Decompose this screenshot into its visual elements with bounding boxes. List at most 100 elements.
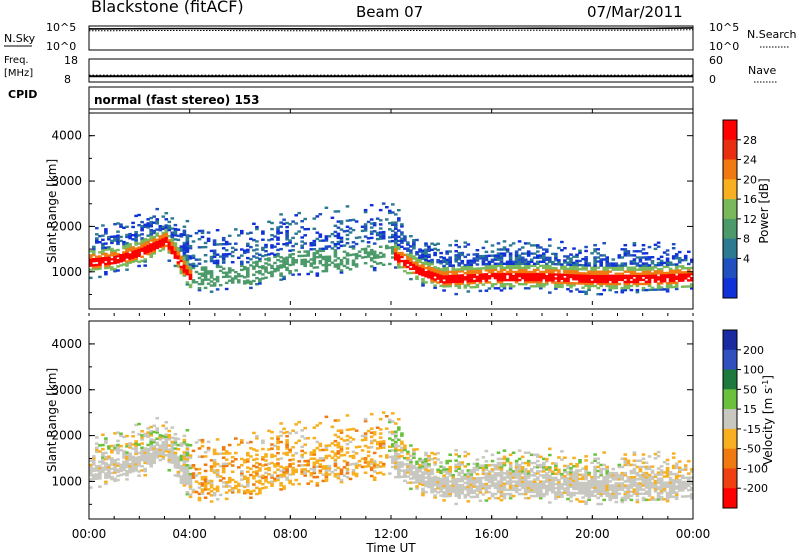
power-cell: [282, 218, 286, 221]
power-cell: [170, 233, 175, 236]
velocity-cell: [460, 483, 465, 487]
velocity-cell: [104, 474, 108, 477]
velocity-cell: [276, 474, 280, 478]
velocity-cell: [209, 490, 214, 493]
power-cell: [593, 284, 597, 288]
power-cell: [149, 233, 153, 236]
velocity-cell: [617, 492, 622, 495]
velocity-cell: [98, 460, 102, 464]
power-cell: [336, 236, 341, 240]
velocity-cell: [590, 476, 594, 479]
power-cell: [463, 263, 468, 267]
velocity-cell: [185, 455, 190, 459]
velocity-cell: [469, 475, 474, 478]
velocity-cell: [548, 488, 552, 492]
power-cell: [472, 269, 477, 272]
power-cell: [665, 275, 670, 279]
velocity-cell: [632, 453, 637, 456]
velocity-cell: [478, 476, 483, 480]
velocity-cell: [436, 480, 440, 484]
power-cell: [581, 286, 585, 289]
velocity-cell: [484, 484, 489, 488]
velocity-cell: [523, 478, 528, 481]
power-cell: [487, 254, 492, 257]
power-cell: [122, 259, 126, 262]
power-cell: [617, 282, 622, 286]
velocity-cell: [191, 466, 196, 469]
power-cell: [155, 246, 159, 250]
power-cell: [415, 269, 419, 272]
power-cell: [671, 281, 676, 285]
power-cell: [532, 270, 537, 274]
power-cell: [584, 260, 588, 263]
velocity-cell: [394, 455, 398, 458]
velocity-colorbar-swatch: [723, 369, 737, 390]
velocity-cell: [560, 483, 564, 486]
power-cell: [608, 266, 612, 269]
power-cell: [351, 259, 356, 262]
velocity-cell: [167, 450, 172, 453]
power-cell: [620, 274, 625, 277]
power-cell: [173, 252, 178, 255]
velocity-cell: [481, 487, 486, 490]
velocity-cell: [363, 465, 368, 468]
power-cell: [445, 276, 449, 280]
power-cell: [463, 284, 468, 287]
power-cell: [221, 247, 226, 250]
power-cell: [620, 286, 625, 290]
velocity-cell: [378, 440, 383, 444]
power-cell: [641, 288, 646, 292]
power-cell: [520, 266, 525, 270]
velocity-cell: [493, 496, 498, 500]
power-cell: [339, 269, 344, 272]
velocity-cell: [270, 484, 274, 487]
power-cell: [514, 256, 519, 259]
velocity-cell: [448, 472, 452, 475]
velocity-cell: [173, 433, 178, 436]
velocity-cell: [617, 476, 622, 479]
velocity-cell: [152, 445, 156, 448]
power-cell: [548, 275, 552, 278]
velocity-cell: [282, 468, 286, 472]
velocity-cell: [209, 481, 214, 485]
power-cell: [532, 264, 537, 268]
velocity-cell: [116, 439, 120, 443]
velocity-cell: [95, 436, 99, 439]
power-cell: [581, 266, 585, 269]
velocity-cell: [674, 495, 679, 498]
power-cell: [635, 268, 640, 271]
power-cell: [330, 261, 335, 264]
power-cell: [578, 263, 582, 267]
velocity-cell: [285, 441, 289, 444]
power-cell: [397, 219, 401, 222]
velocity-cell: [520, 455, 525, 459]
velocity-cell: [520, 480, 525, 483]
velocity-cell: [484, 482, 489, 486]
velocity-cell: [185, 449, 190, 453]
cpid-panel: CPID normal (fast stereo) 153: [8, 86, 694, 110]
velocity-cell: [478, 464, 483, 467]
velocity-cell: [119, 473, 123, 477]
power-cell: [475, 285, 480, 289]
velocity-cell: [472, 483, 477, 486]
power-cell: [297, 254, 301, 258]
velocity-cell: [89, 478, 93, 481]
power-cell: [240, 260, 244, 263]
power-cell: [653, 264, 658, 267]
velocity-cell: [687, 495, 691, 498]
velocity-cell: [234, 437, 238, 440]
power-cell: [427, 272, 431, 275]
velocity-cell: [391, 461, 395, 465]
power-cell: [291, 236, 295, 240]
velocity-cell: [170, 453, 175, 456]
velocity-cell: [653, 475, 658, 479]
power-cell: [581, 268, 585, 271]
power-cell: [167, 220, 172, 224]
power-cell: [581, 257, 585, 261]
velocity-cell: [327, 469, 332, 472]
velocity-cell: [276, 468, 280, 471]
power-cell: [185, 262, 190, 266]
power-cell: [641, 272, 646, 275]
power-cell: [128, 261, 132, 264]
velocity-cell: [116, 447, 120, 451]
